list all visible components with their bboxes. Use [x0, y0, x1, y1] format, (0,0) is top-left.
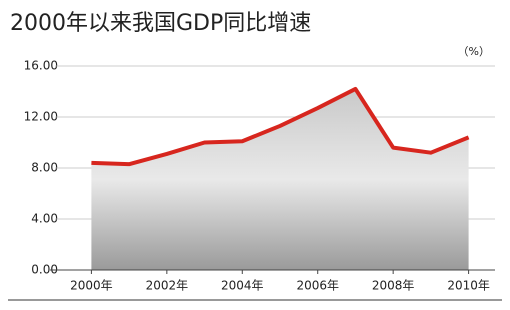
y-tick-label: 12.00 [24, 110, 58, 124]
area [91, 89, 468, 270]
y-tick-label: 4.00 [31, 212, 58, 226]
y-tick-label: 8.00 [31, 161, 58, 175]
y-tick-label: 16.00 [24, 59, 58, 73]
x-tick-label: 2006年 [296, 279, 339, 293]
page: {"chart_data": {"type": "line", "title":… [0, 0, 510, 310]
x-tick-label: 2008年 [372, 279, 415, 293]
x-tick-label: 2002年 [146, 279, 189, 293]
chart-title: 2000年以来我国GDP同比增速 [10, 11, 311, 36]
chart: 2000年以来我国GDP同比增速 （%） 0.004.008.0012.0016… [0, 0, 510, 310]
unit-label: （%） [458, 45, 490, 58]
x-tick-label: 2000年 [70, 279, 113, 293]
x-tick-label: 2004年 [221, 279, 264, 293]
x-tick-label: 2010年 [447, 279, 490, 293]
